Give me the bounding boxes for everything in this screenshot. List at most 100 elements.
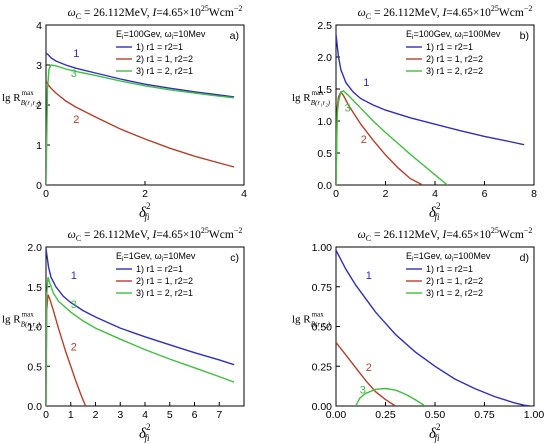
legend-entry: 2) r1 = 1, r2=2 xyxy=(136,54,193,64)
series-line-2 xyxy=(46,294,87,406)
series-number-label: 3 xyxy=(360,384,366,396)
series-line-1 xyxy=(46,52,235,98)
chart-panel-a: ωC = 26.112MeV, I=4.65×1025Wcm−2 0 2 4 0 1 2 3 4… xyxy=(2,4,247,222)
y-tick-label: 2.5 xyxy=(317,20,332,32)
y-tick-label: 0.50 xyxy=(312,322,333,334)
x-tick-label: 4 xyxy=(241,188,247,200)
legend-entry: 3) r1 = 2, r2=1 xyxy=(136,66,193,76)
series-number-label: 3 xyxy=(71,299,77,311)
x-axis-label: δ2 fi xyxy=(139,201,150,222)
y-axis-label: lg Rmax B(r₁r₂) xyxy=(2,311,41,329)
y-tick-label: 0.5 xyxy=(27,361,42,373)
y-axis-label: lg Rmax B(r₁r₂) xyxy=(292,311,331,329)
panel-letter: a) xyxy=(230,30,239,42)
legend-entry: 2) r1 = 1, r2=2 xyxy=(426,54,483,64)
y-tick-label: 1.00 xyxy=(312,242,333,254)
series-line-1 xyxy=(46,248,235,366)
x-tick-label: 1.00 xyxy=(524,409,545,421)
panel-title: ωC = 26.112MeV, I=4.65×1025Wcm−2 xyxy=(358,4,533,21)
series-line-1 xyxy=(336,34,525,146)
x-axis-label: δ2 fi xyxy=(429,201,440,222)
chart-panel-b: ωC = 26.112MeV, I=4.65×1025Wcm−2 0 2 4 6 8 0.0… xyxy=(292,4,537,222)
legend-entry: 1) r1 = r2=1 xyxy=(426,264,473,274)
x-axis-label: δ2 fi xyxy=(139,422,150,443)
legend-entry: 3) r1 = 2, r2=1 xyxy=(136,288,193,298)
y-tick-label: 0 xyxy=(36,180,42,192)
series-number-label: 1 xyxy=(71,270,77,282)
x-tick-label: 0 xyxy=(43,188,49,200)
x-tick-label: 6 xyxy=(482,188,488,200)
x-tick-label: 4 xyxy=(432,188,438,200)
x-tick-label: 0.25 xyxy=(375,409,396,421)
panel-title: ωC = 26.112MeV, I=4.65×1025Wcm−2 xyxy=(68,4,243,21)
x-tick-label: 4 xyxy=(142,409,148,421)
series-line-2 xyxy=(336,341,396,406)
x-tick-label: 8 xyxy=(531,188,537,200)
y-tick-label: 0.25 xyxy=(312,361,333,373)
legend-header: Ei=100Gev, ωi=10Mev xyxy=(116,29,206,41)
series-line-3 xyxy=(46,64,235,185)
x-tick-label: 0 xyxy=(333,188,339,200)
panel-letter: d) xyxy=(520,252,529,264)
x-tick-label: 2 xyxy=(142,188,148,200)
series-line-2 xyxy=(46,80,235,168)
x-tick-label: 2 xyxy=(93,409,99,421)
legend-entry: 3) r1 = 2, r2=2 xyxy=(426,66,483,76)
y-tick-label: 1 xyxy=(36,140,42,152)
legend-entry: 2) r1 = 1, r2=2 xyxy=(426,276,483,286)
x-tick-label: 2 xyxy=(383,188,389,200)
panel-title: ωC = 26.112MeV, I=4.65×1025Wcm−2 xyxy=(358,226,533,243)
legend-entry: 1) r1 = r2=1 xyxy=(426,42,473,52)
series-line-3 xyxy=(355,387,426,406)
x-tick-label: 1 xyxy=(68,409,74,421)
y-tick-label: 4 xyxy=(36,20,42,32)
panel-title: ωC = 26.112MeV, I=4.65×1025Wcm−2 xyxy=(68,226,243,243)
y-tick-label: 1.5 xyxy=(317,84,332,96)
legend-entry: 1) r1 = r2=1 xyxy=(136,264,183,274)
x-tick-label: 6 xyxy=(192,409,198,421)
y-tick-label: 1.0 xyxy=(317,116,332,128)
series-number-label: 2 xyxy=(361,134,367,146)
series-line-1 xyxy=(336,249,531,406)
x-tick-label: 3 xyxy=(117,409,123,421)
x-tick-label: 0.00 xyxy=(326,409,347,421)
x-axis-label: δ2 fi xyxy=(429,422,440,443)
legend-entry: 1) r1 = r2=1 xyxy=(136,42,183,52)
legend-header: Ei=1Gev, ωi=100Mev xyxy=(406,251,491,263)
y-tick-label: 0.5 xyxy=(317,148,332,160)
series-number-label: 2 xyxy=(71,341,77,353)
y-tick-label: 0.0 xyxy=(317,180,332,192)
series-number-label: 1 xyxy=(363,77,369,89)
series-number-label: 1 xyxy=(73,48,79,60)
series-number-label: 1 xyxy=(366,270,372,282)
chart-panel-c: ωC = 26.112MeV, I=4.65×1025Wcm−2 0 1 2 3 4 5 6 7… xyxy=(2,226,245,443)
y-tick-label: 0.0 xyxy=(27,401,42,413)
y-tick-label: 2.0 xyxy=(317,52,332,64)
series-line-2 xyxy=(336,90,423,185)
y-tick-label: 0.75 xyxy=(312,282,333,294)
y-tick-label: 2 xyxy=(36,100,42,112)
series-number-label: 3 xyxy=(71,68,77,80)
series-number-label: 2 xyxy=(73,114,79,126)
chart-panel-d: ωC = 26.112MeV, I=4.65×1025Wcm−2 0.00 0.25… xyxy=(292,226,544,443)
y-tick-label: 2.0 xyxy=(27,242,42,254)
legend-header: Ei=100Gev, ωi=100Mev xyxy=(406,29,501,41)
y-axis-label: lg Rmax B(r₁r₂) xyxy=(2,89,41,107)
y-tick-label: 1.5 xyxy=(27,282,42,294)
legend-entry: 2) r1 = 1, r2=2 xyxy=(136,276,193,286)
series-line-3 xyxy=(336,90,448,185)
panel-letter: b) xyxy=(520,30,529,42)
y-tick-label: 3 xyxy=(36,60,42,72)
x-tick-label: 0.75 xyxy=(474,409,495,421)
y-tick-label: 1.0 xyxy=(27,322,42,334)
x-tick-label: 7 xyxy=(216,409,222,421)
legend-header: Ei=1Gev, ωi=10Mev xyxy=(116,251,196,263)
y-axis-label: lg Rmax B(r₁r₂) xyxy=(292,89,331,107)
x-tick-label: 0.50 xyxy=(425,409,446,421)
legend-entry: 3) r1 = 2, r2=2 xyxy=(426,288,483,298)
x-tick-label: 5 xyxy=(167,409,173,421)
panel-letter: c) xyxy=(230,252,239,264)
series-line-3 xyxy=(46,276,235,406)
series-number-label: 2 xyxy=(366,362,372,374)
